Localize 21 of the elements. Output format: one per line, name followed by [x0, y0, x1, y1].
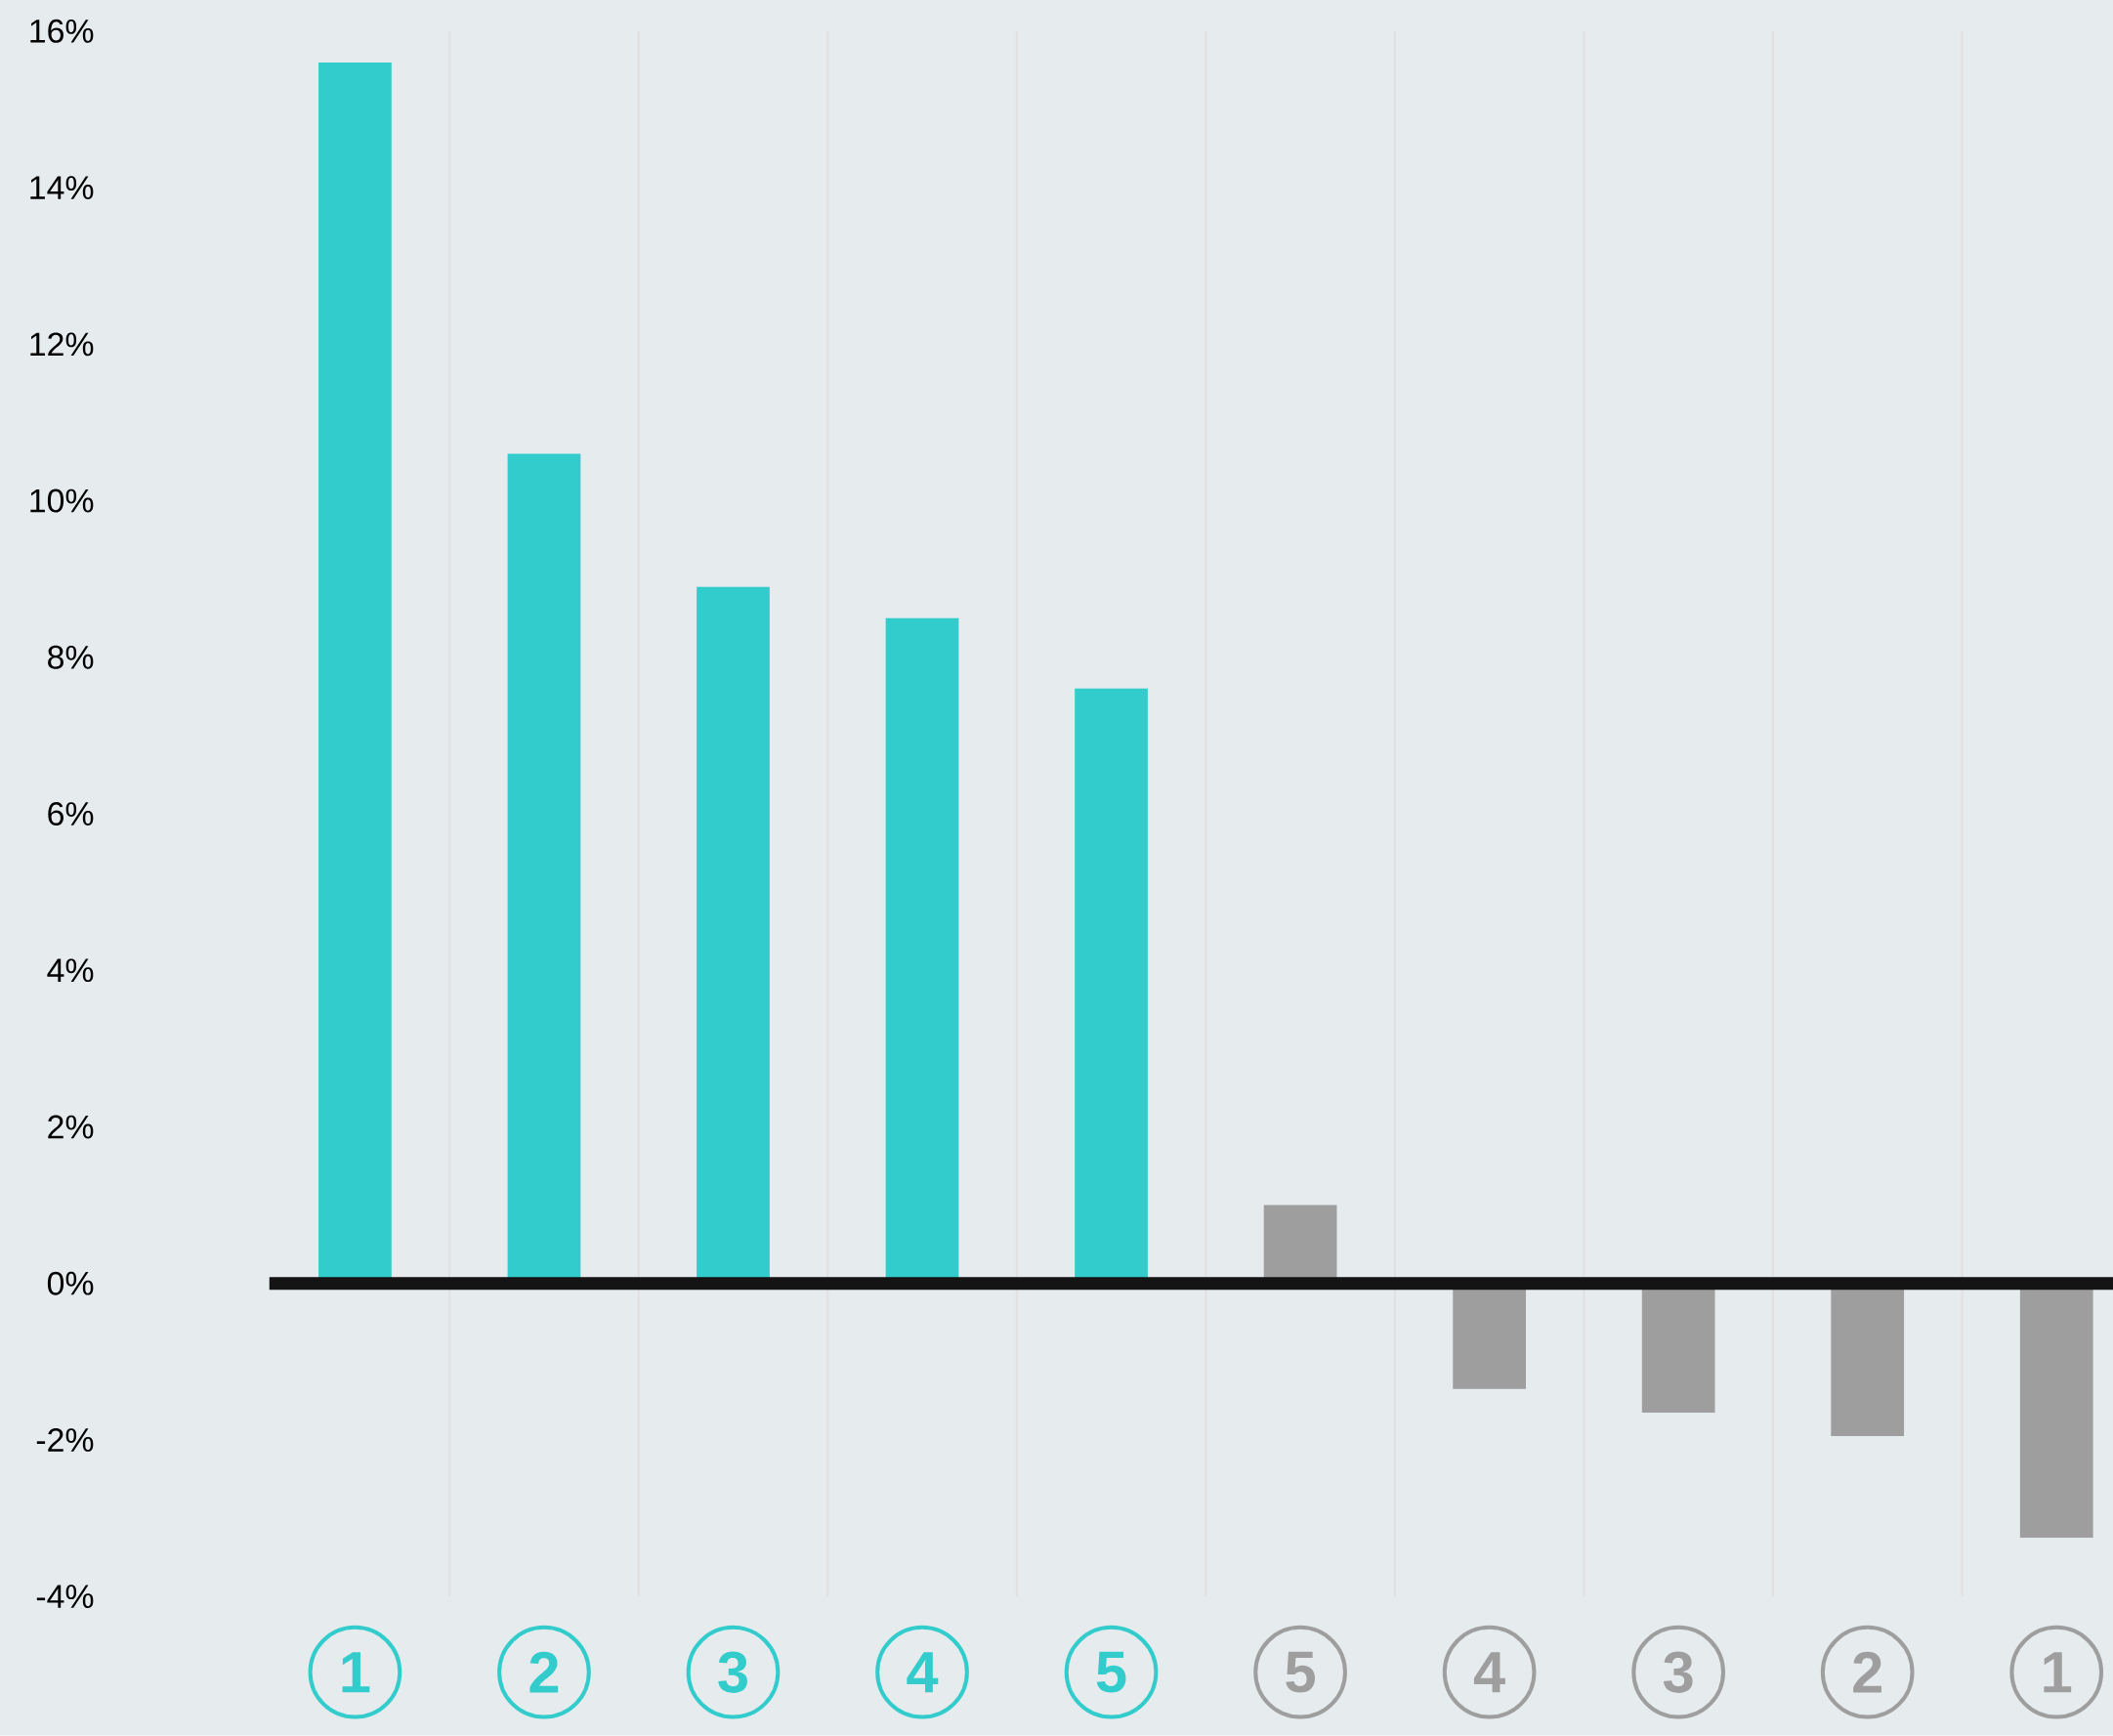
- x-tick-label: 3: [1663, 1651, 1693, 1694]
- y-tick-label: 12%: [30, 332, 94, 357]
- y-tick-label: 2%: [48, 1115, 94, 1139]
- x-tick-label: 5: [1286, 1652, 1316, 1693]
- y-tick-label: 8%: [48, 645, 94, 669]
- y-tick-label: 6%: [48, 802, 94, 826]
- y-tick-label: 4%: [47, 958, 94, 983]
- x-tick-label: 1: [2044, 1652, 2072, 1693]
- y-tick-label: -4%: [36, 1585, 94, 1609]
- x-tick-label: 4: [1473, 1652, 1505, 1693]
- y-tick-label: 0%: [47, 1271, 94, 1295]
- x-tick-label: 2: [1853, 1652, 1881, 1693]
- y-tick-label: 10%: [30, 488, 94, 513]
- x-tick-label: 1: [342, 1652, 370, 1693]
- y-tick-label: -2%: [36, 1428, 94, 1453]
- y-tick-label: 16%: [30, 20, 94, 44]
- x-tick-label: 3: [718, 1651, 747, 1694]
- y-tick-label: 14%: [30, 176, 94, 200]
- x-tick-label: 4: [907, 1652, 939, 1693]
- x-tick-label: 2: [529, 1652, 559, 1693]
- x-tick-label: 5: [1096, 1652, 1126, 1693]
